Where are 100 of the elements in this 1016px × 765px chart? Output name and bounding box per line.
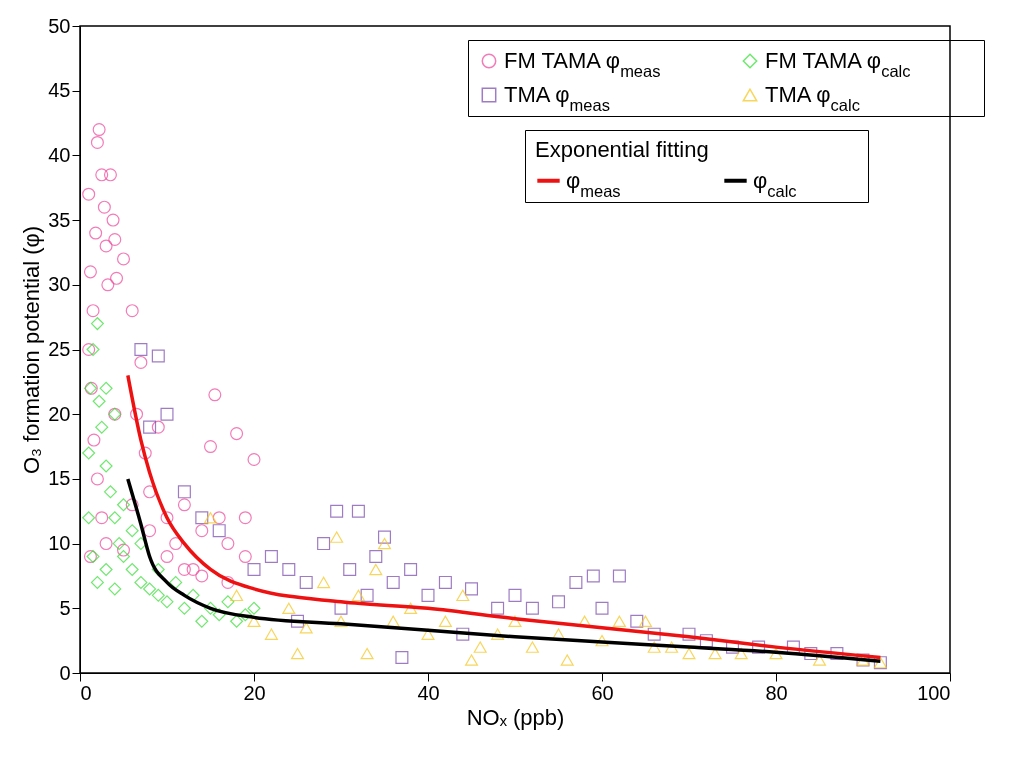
x-axis-title: NOₓ (ppb) (466, 704, 565, 730)
point (804, 647, 818, 661)
point (110, 271, 124, 285)
point (473, 641, 487, 653)
point (97, 200, 111, 214)
point (386, 575, 400, 589)
y-tick-label: 15 (48, 467, 71, 490)
point (360, 647, 374, 660)
point (330, 531, 344, 543)
x-tick-label: 60 (591, 681, 614, 704)
point (143, 582, 157, 596)
point (343, 562, 357, 576)
point (90, 317, 104, 331)
point (330, 504, 344, 518)
point (682, 627, 696, 641)
point (99, 239, 113, 253)
point (134, 355, 148, 369)
x-tick-label: 40 (417, 681, 440, 704)
point (377, 537, 392, 550)
point (106, 213, 120, 227)
point (221, 575, 235, 589)
point (86, 304, 100, 318)
point (203, 601, 218, 615)
point (647, 641, 661, 653)
point (186, 562, 200, 576)
point (195, 569, 209, 583)
point (508, 615, 522, 627)
point (238, 511, 252, 525)
legend-title: Exponential fitting (535, 137, 709, 162)
y-tick-label: 0 (59, 661, 71, 684)
point (647, 627, 661, 641)
point (95, 168, 109, 182)
point (177, 498, 191, 512)
legend-label: φ$_{meas}$ (566, 167, 621, 200)
point (317, 537, 331, 551)
legend-label: TMA φ$_{calc}$ (765, 82, 860, 114)
point (752, 640, 766, 654)
point (160, 511, 174, 525)
point (456, 589, 470, 602)
legend-label: φ$_{calc}$ (753, 167, 797, 200)
point (134, 575, 148, 589)
point (264, 550, 278, 564)
y-tick-label: 30 (48, 273, 71, 296)
point (116, 498, 131, 512)
y-tick-label: 20 (48, 402, 71, 425)
point (221, 537, 235, 551)
point (112, 537, 126, 551)
point (195, 524, 209, 538)
point (87, 433, 101, 447)
point (404, 562, 418, 576)
point (86, 342, 100, 357)
point (238, 550, 252, 564)
point (230, 614, 244, 628)
point (491, 628, 505, 640)
point (230, 427, 244, 441)
point (90, 575, 104, 589)
point (630, 614, 644, 628)
point (212, 511, 226, 525)
point (99, 459, 113, 473)
point (264, 628, 278, 640)
point (351, 504, 365, 518)
point (92, 394, 106, 408)
point (282, 562, 296, 576)
point (769, 647, 783, 660)
point (247, 601, 261, 615)
point (586, 569, 600, 583)
point (125, 304, 139, 318)
point (369, 550, 383, 564)
point (130, 407, 144, 421)
point (82, 343, 96, 356)
point (290, 647, 305, 660)
point (95, 420, 109, 434)
point (682, 647, 696, 660)
point (101, 278, 115, 292)
point (464, 582, 479, 596)
point (134, 537, 148, 551)
y-tick-label: 25 (48, 338, 71, 360)
point (99, 562, 113, 576)
x-tick-label: 80 (765, 681, 788, 704)
legend-label: FM TAMA φ$_{meas}$ (504, 48, 661, 80)
point (238, 608, 252, 622)
point (160, 595, 174, 609)
point (247, 452, 261, 466)
point (125, 524, 139, 538)
point (247, 562, 261, 576)
point (595, 634, 609, 647)
point (508, 588, 522, 602)
point (299, 575, 313, 589)
point (203, 440, 218, 454)
point (108, 582, 122, 596)
point (612, 569, 626, 583)
y-tick-label: 50 (48, 14, 71, 37)
point (612, 615, 626, 627)
x-tick-label: 20 (243, 681, 266, 704)
point (195, 511, 209, 525)
point (177, 601, 191, 615)
point (108, 233, 122, 247)
point (134, 342, 148, 357)
point (369, 563, 383, 576)
point (212, 608, 226, 622)
